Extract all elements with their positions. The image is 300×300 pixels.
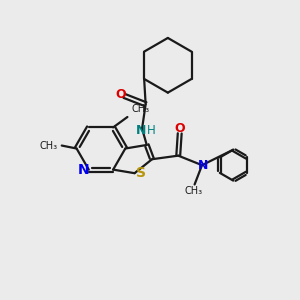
Text: H: H	[147, 124, 156, 137]
Text: N: N	[197, 159, 208, 172]
Text: CH₃: CH₃	[132, 104, 150, 114]
Text: CH₃: CH₃	[185, 186, 203, 196]
Text: CH₃: CH₃	[39, 140, 58, 151]
Text: N: N	[78, 163, 89, 177]
Text: N: N	[136, 124, 146, 137]
Text: O: O	[116, 88, 126, 101]
Text: S: S	[136, 166, 146, 180]
Text: O: O	[174, 122, 185, 135]
